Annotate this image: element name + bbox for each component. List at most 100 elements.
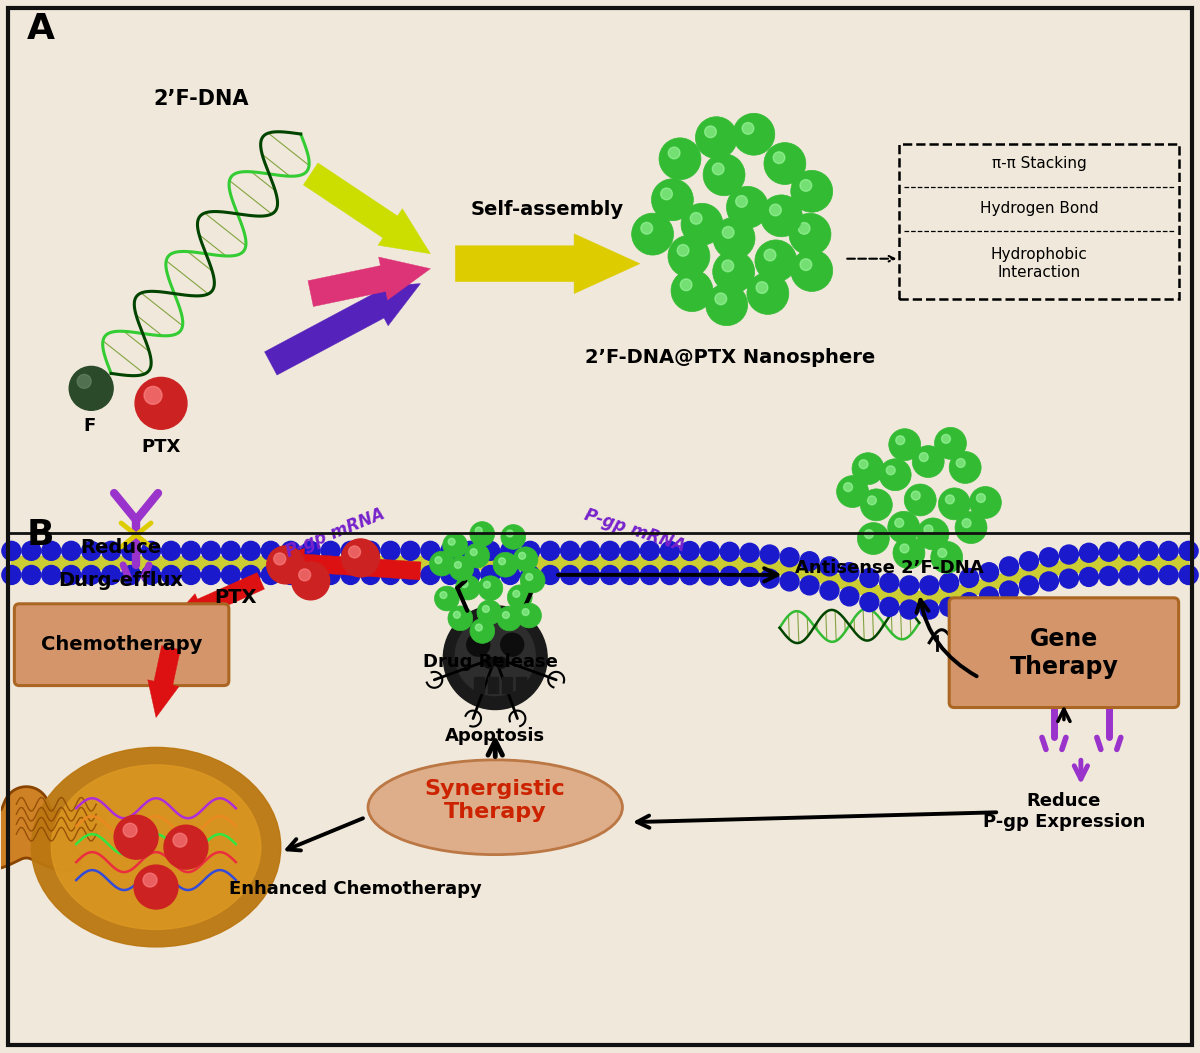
Polygon shape [308,257,431,306]
Circle shape [895,436,905,444]
Circle shape [690,213,702,224]
Circle shape [22,541,41,560]
Polygon shape [850,578,869,597]
Circle shape [620,541,640,560]
Text: Enhanced Chemotherapy: Enhanced Chemotherapy [229,880,482,898]
Circle shape [1139,565,1158,584]
Polygon shape [112,556,131,570]
Circle shape [962,519,971,528]
Circle shape [979,562,998,581]
Text: Durg-efflux: Durg-efflux [59,572,184,591]
Circle shape [960,569,979,588]
Circle shape [500,541,520,560]
Circle shape [600,565,619,584]
Polygon shape [590,556,610,570]
Circle shape [301,541,320,560]
Polygon shape [1030,562,1049,580]
Circle shape [940,597,959,616]
Circle shape [935,428,966,459]
Circle shape [790,214,830,255]
Circle shape [508,584,532,610]
Circle shape [880,459,911,491]
Circle shape [581,565,600,584]
Circle shape [919,600,938,619]
Circle shape [1120,542,1139,561]
Circle shape [733,114,775,155]
Circle shape [661,188,672,200]
Circle shape [715,293,727,304]
Polygon shape [211,556,230,570]
Polygon shape [1109,557,1129,571]
Circle shape [348,545,360,558]
Circle shape [659,138,701,180]
Bar [516,677,526,693]
Circle shape [1039,548,1058,567]
Circle shape [917,518,949,550]
Circle shape [800,552,818,571]
Polygon shape [271,549,421,580]
Polygon shape [350,556,371,570]
Text: Drug Release: Drug Release [422,653,558,671]
Circle shape [581,541,600,560]
Circle shape [61,541,80,560]
Circle shape [449,556,474,581]
Polygon shape [610,556,630,570]
Circle shape [722,260,733,272]
Circle shape [798,222,810,234]
Circle shape [895,518,904,528]
Circle shape [262,565,281,584]
Circle shape [202,541,221,560]
Circle shape [484,581,491,589]
Circle shape [455,561,461,569]
Circle shape [840,562,859,581]
Circle shape [541,565,559,584]
Circle shape [173,833,187,848]
Circle shape [780,572,799,591]
Circle shape [448,538,455,545]
Polygon shape [264,283,420,375]
Circle shape [949,452,982,483]
Circle shape [706,283,748,325]
Circle shape [496,657,506,668]
Circle shape [478,576,503,600]
Polygon shape [1129,556,1148,570]
Circle shape [919,453,929,461]
Circle shape [241,541,260,560]
Bar [474,677,485,693]
Circle shape [631,213,673,255]
Circle shape [977,494,985,502]
Circle shape [641,565,659,584]
Text: Reduce
P-gp Expression: Reduce P-gp Expression [983,792,1145,831]
Circle shape [42,565,61,584]
Circle shape [77,375,91,389]
Circle shape [493,553,518,577]
Circle shape [470,549,478,556]
Circle shape [860,489,893,521]
Circle shape [341,541,360,560]
Circle shape [461,565,480,584]
Circle shape [443,605,547,710]
Circle shape [900,576,919,595]
Text: A: A [26,13,54,46]
Circle shape [262,541,281,560]
Polygon shape [170,573,264,621]
Circle shape [764,142,806,184]
Circle shape [836,476,869,508]
Polygon shape [71,556,91,570]
Circle shape [937,549,947,557]
Circle shape [162,565,180,584]
Circle shape [660,565,679,584]
Circle shape [905,484,936,516]
Circle shape [880,573,899,592]
Circle shape [144,386,162,404]
Text: 2’F-DNA@PTX Nanosphere: 2’F-DNA@PTX Nanosphere [584,349,875,367]
Circle shape [955,512,986,543]
Polygon shape [630,556,650,570]
Circle shape [859,460,868,469]
Circle shape [134,866,178,909]
Polygon shape [470,556,491,570]
Circle shape [680,541,700,560]
Polygon shape [889,589,910,604]
Circle shape [22,565,41,584]
Circle shape [484,657,494,668]
